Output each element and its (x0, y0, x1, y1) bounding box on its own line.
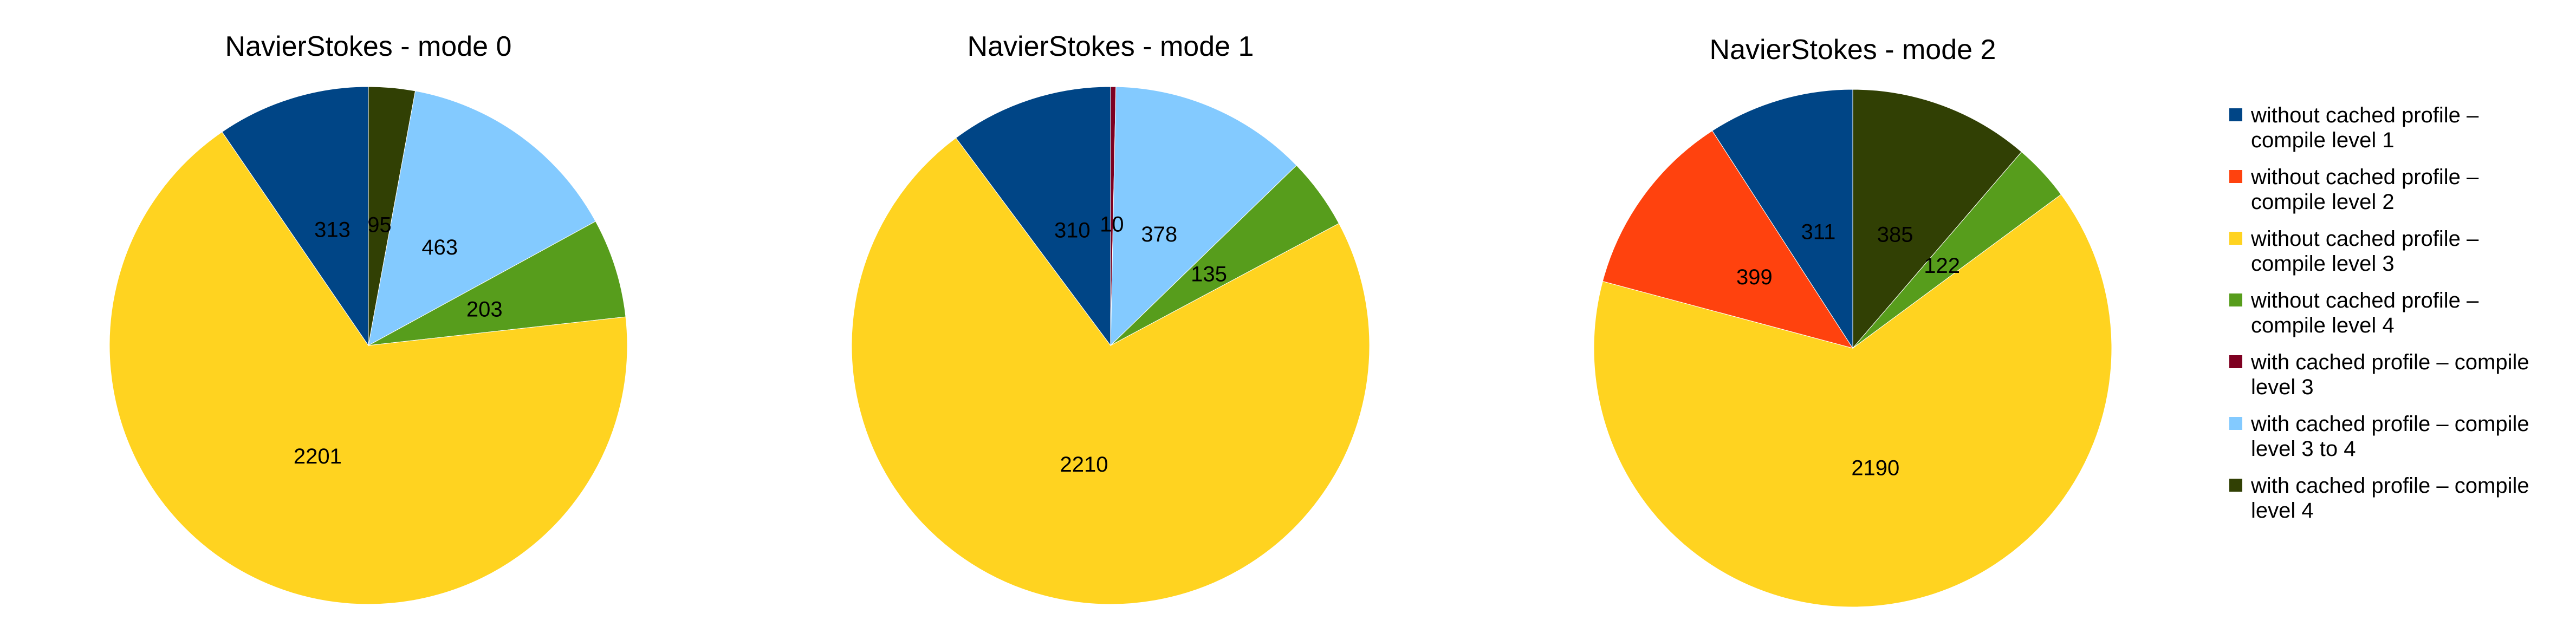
legend-label: without cached profile – (2250, 103, 2479, 127)
pie-slice-without-cached-profile-compile-level-2 (1602, 130, 1854, 349)
legend-label: level 3 to 4 (2251, 437, 2356, 461)
slice-value-label: 2210 (1060, 453, 1108, 477)
chart-title: NavierStokes - mode 1 (968, 31, 1254, 62)
slice-value-label: 463 (421, 236, 458, 259)
slice-value-label: 2190 (1851, 456, 1899, 480)
slice-value-label: 2201 (294, 445, 342, 468)
slice-value-label: 385 (1877, 223, 1913, 246)
legend-swatch (2229, 170, 2242, 183)
legend-label: compile level 3 (2251, 252, 2395, 276)
pie-slice-without-cached-profile-compile-level-1 (222, 86, 369, 347)
pie-slice-without-cached-profile-compile-level-4 (368, 221, 626, 346)
slice-value-label: 95 (367, 213, 392, 237)
slice-value-label: 122 (1924, 254, 1960, 278)
legend-item-without-cached-profile-compile-level-4: without cached profile –compile level 4 (2229, 289, 2479, 337)
pie-slice-without-cached-profile-compile-level-3 (1593, 194, 2112, 608)
pie-slice-without-cached-profile-compile-level-3 (851, 137, 1370, 605)
charts-layer: NavierStokes - mode 0954632032201313Navi… (109, 31, 2112, 608)
pie-slice-with-cached-profile-compile-level-3-to-4 (368, 90, 596, 346)
slice-value-label: 399 (1736, 265, 1773, 289)
legend-label: compile level 4 (2251, 314, 2395, 337)
legend-swatch (2229, 108, 2242, 121)
legend-label: without cached profile – (2250, 165, 2479, 189)
legend-swatch (2229, 479, 2242, 492)
legend-label: compile level 2 (2251, 190, 2395, 214)
pie-chart-0: NavierStokes - mode 0 95 463 203 2201 313 (109, 31, 628, 605)
chart-title: NavierStokes - mode 2 (1710, 34, 1996, 66)
legend-item-without-cached-profile-compile-level-3: without cached profile –compile level 3 (2229, 227, 2479, 276)
legend-swatch (2229, 293, 2242, 306)
legend-label: level 3 (2251, 375, 2314, 399)
legend-swatch (2229, 417, 2242, 430)
slice-value-label: 10 (1100, 212, 1124, 236)
legend-label: without cached profile – (2250, 289, 2479, 312)
slice-value-label: 313 (314, 218, 351, 242)
pie-slice-without-cached-profile-compile-level-3 (109, 131, 628, 605)
pie-slice-with-cached-profile-compile-level-4 (1852, 89, 2022, 349)
slice-value-label: 310 (1054, 219, 1091, 243)
legend-item-without-cached-profile-compile-level-2: without cached profile –compile level 2 (2229, 165, 2479, 214)
legend-label: compile level 1 (2251, 128, 2395, 152)
pie-chart-2: NavierStokes - mode 2 385 122 2190 399 311 (1593, 34, 2112, 608)
legend-label: without cached profile – (2250, 227, 2479, 251)
slice-value-label: 203 (466, 297, 503, 321)
legend-item-without-cached-profile-compile-level-1: without cached profile –compile level 1 (2229, 103, 2479, 152)
slice-value-label: 135 (1191, 263, 1227, 286)
pie-slice-without-cached-profile-compile-level-1 (955, 86, 1111, 347)
chart-title: NavierStokes - mode 0 (225, 31, 512, 62)
legend-label: with cached profile – compile (2250, 412, 2529, 436)
chart-legend: without cached profile –compile level 1w… (2229, 103, 2529, 523)
legend-label: with cached profile – compile (2250, 350, 2529, 374)
legend-swatch (2229, 355, 2242, 368)
legend-label: with cached profile – compile (2250, 474, 2529, 498)
slice-value-label: 311 (1801, 220, 1836, 244)
pie-chart-1: NavierStokes - mode 1 10 378 135 2210 310 (851, 31, 1370, 605)
slice-value-label: 378 (1141, 223, 1177, 246)
legend-label: level 4 (2251, 499, 2314, 523)
pie-slice-without-cached-profile-compile-level-1 (1711, 89, 1853, 349)
legend-swatch (2229, 232, 2242, 245)
pie-slice-with-cached-profile-compile-level-3-to-4 (1110, 86, 1297, 347)
